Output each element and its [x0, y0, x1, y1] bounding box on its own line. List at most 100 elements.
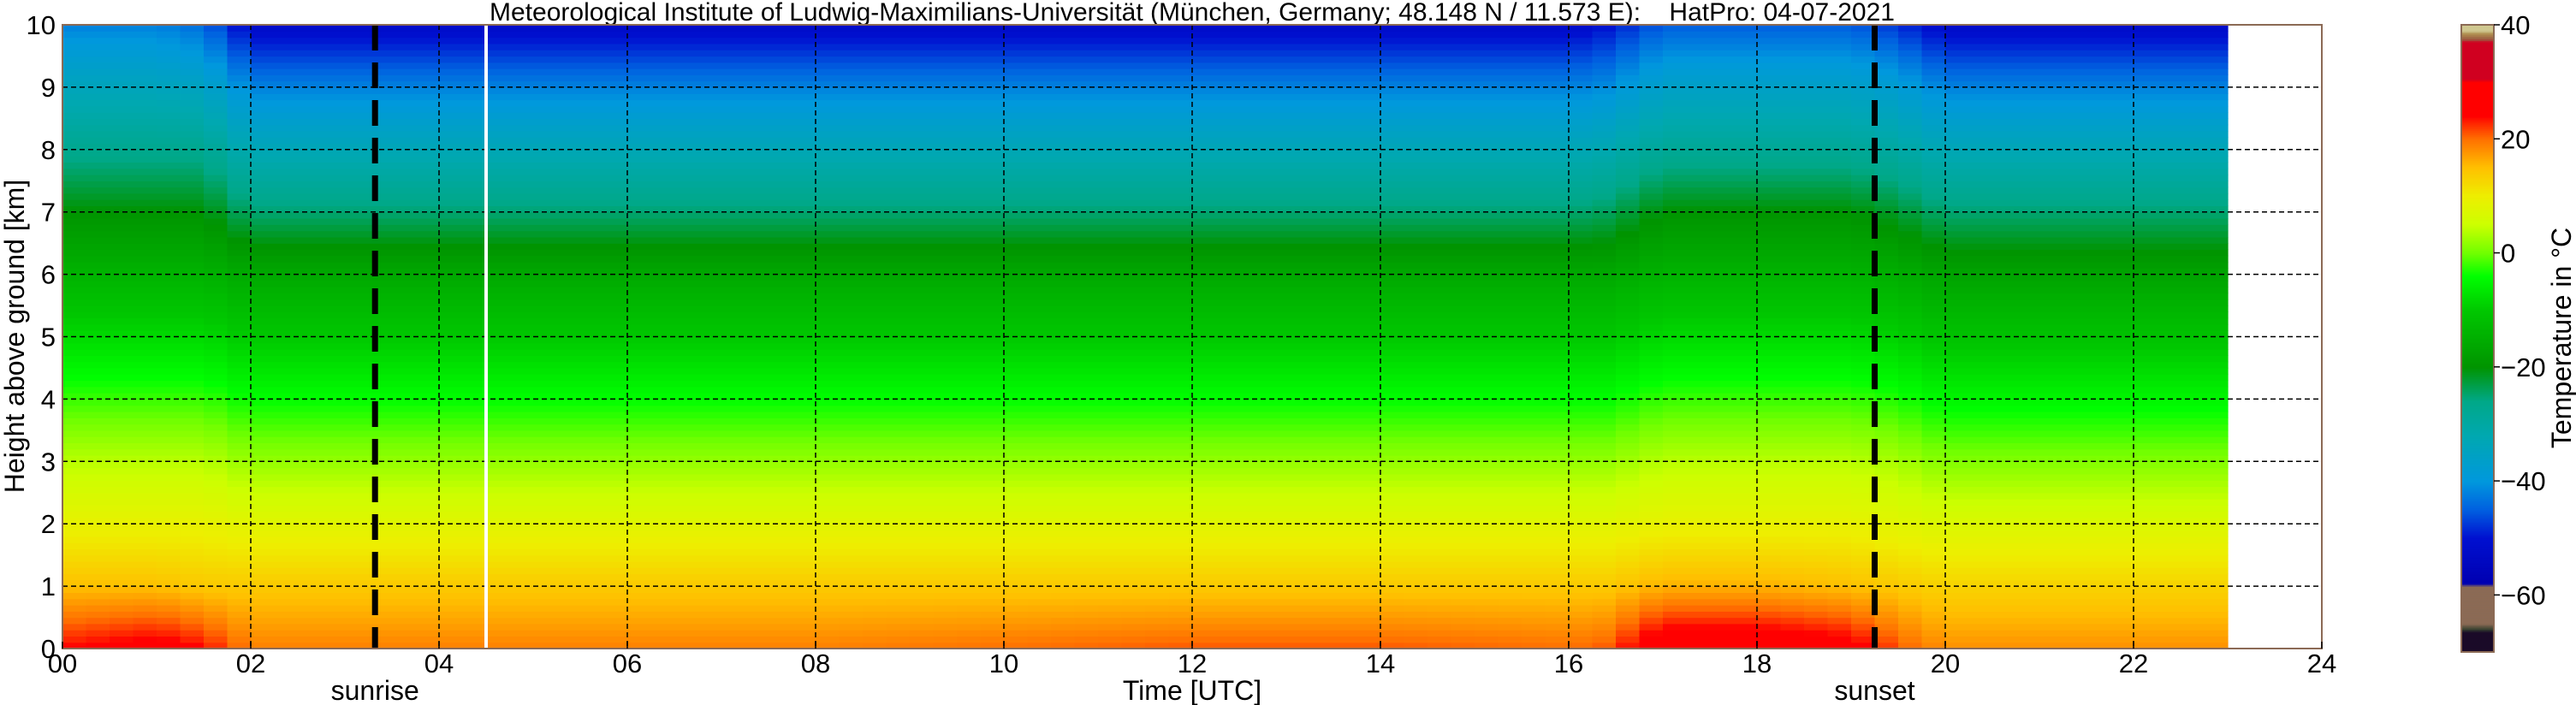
heatmap-cell	[1027, 467, 1052, 475]
heatmap-cell	[274, 280, 299, 287]
heatmap-cell	[1121, 299, 1146, 306]
heatmap-cell	[1074, 118, 1099, 126]
heatmap-cell	[368, 480, 393, 488]
heatmap-cell	[227, 424, 252, 431]
heatmap-cell	[110, 492, 134, 500]
heatmap-cell	[1027, 486, 1052, 494]
heatmap-cell	[650, 68, 675, 75]
heatmap-cell	[1168, 405, 1193, 412]
heatmap-cell	[627, 611, 652, 619]
heatmap-cell	[1074, 205, 1099, 213]
heatmap-cell	[62, 361, 87, 369]
heatmap-cell	[86, 249, 110, 257]
heatmap-cell	[533, 361, 558, 369]
heatmap-cell	[368, 342, 393, 350]
heatmap-cell	[957, 579, 982, 587]
heatmap-cell	[415, 149, 440, 157]
heatmap-cell	[697, 586, 722, 593]
heatmap-cell	[721, 130, 746, 138]
heatmap-cell	[509, 293, 534, 300]
heatmap-cell	[627, 536, 652, 543]
heatmap-cell	[1098, 124, 1123, 132]
heatmap-cell	[627, 630, 652, 637]
heatmap-cell	[62, 280, 87, 287]
heatmap-cell	[1192, 611, 1217, 619]
heatmap-cell	[110, 43, 134, 50]
heatmap-cell	[1027, 605, 1052, 612]
heatmap-cell	[556, 50, 581, 57]
heatmap-cell	[1145, 37, 1170, 44]
heatmap-cell	[1192, 442, 1217, 450]
heatmap-cell	[509, 355, 534, 363]
heatmap-cell	[1074, 181, 1099, 188]
heatmap-cell	[274, 112, 299, 119]
heatmap-cell	[251, 511, 276, 518]
heatmap-cell	[533, 181, 558, 188]
heatmap-cell	[980, 630, 1005, 637]
heatmap-cell	[674, 43, 699, 50]
heatmap-cell	[910, 567, 935, 575]
heatmap-cell	[86, 554, 110, 562]
heatmap-cell	[721, 424, 746, 431]
heatmap-cell	[1215, 43, 1240, 50]
heatmap-cell	[910, 642, 935, 649]
heatmap-cell	[1168, 317, 1193, 325]
heatmap-cell	[462, 43, 487, 50]
heatmap-cell	[745, 505, 769, 512]
heatmap-cell	[697, 617, 722, 625]
heatmap-cell	[133, 505, 157, 512]
heatmap-cell	[650, 175, 675, 181]
heatmap-cell	[721, 211, 746, 219]
heatmap-cell	[321, 168, 346, 175]
heatmap-cell	[368, 230, 393, 238]
heatmap-cell	[392, 156, 417, 163]
heatmap-cell	[321, 330, 346, 338]
heatmap-cell	[1215, 274, 1240, 281]
heatmap-cell	[251, 62, 276, 69]
heatmap-cell	[957, 43, 982, 50]
heatmap-cell	[556, 305, 581, 312]
heatmap-cell	[1145, 436, 1170, 443]
heatmap-cell	[1215, 311, 1240, 319]
heatmap-cell	[1192, 355, 1217, 363]
heatmap-cell	[110, 393, 134, 400]
heatmap-cell	[1027, 536, 1052, 543]
heatmap-cell	[697, 486, 722, 494]
heatmap-cell	[110, 586, 134, 593]
heatmap-cell	[674, 93, 699, 101]
heatmap-cell	[792, 349, 816, 356]
heatmap-cell	[816, 412, 840, 418]
heatmap-cell	[86, 573, 110, 581]
heatmap-cell	[1027, 442, 1052, 450]
heatmap-cell	[697, 299, 722, 306]
heatmap-cell	[415, 211, 440, 219]
heatmap-cell	[274, 211, 299, 219]
heatmap-cell	[980, 25, 1005, 32]
heatmap-cell	[745, 224, 769, 232]
heatmap-cell	[368, 193, 393, 200]
heatmap-cell	[227, 236, 252, 244]
heatmap-cell	[721, 542, 746, 549]
heatmap-cell	[980, 130, 1005, 138]
heatmap-cell	[1074, 112, 1099, 119]
heatmap-cell	[251, 448, 276, 456]
heatmap-cell	[392, 642, 417, 649]
heatmap-cell	[933, 492, 958, 500]
heatmap-cell	[298, 623, 323, 631]
heatmap-cell	[86, 642, 110, 649]
heatmap-cell	[1098, 80, 1123, 88]
heatmap-cell	[133, 524, 157, 531]
heatmap-cell	[1051, 262, 1076, 269]
heatmap-cell	[62, 611, 87, 619]
heatmap-cell	[721, 617, 746, 625]
heatmap-cell	[910, 187, 935, 194]
heatmap-cell	[486, 323, 511, 331]
heatmap-cell	[509, 199, 534, 206]
heatmap-cell	[1004, 412, 1029, 418]
heatmap-cell	[1074, 274, 1099, 281]
heatmap-cell	[839, 461, 864, 469]
heatmap-cell	[345, 62, 370, 69]
heatmap-cell	[863, 118, 887, 126]
heatmap-cell	[1004, 586, 1029, 593]
heatmap-cell	[556, 162, 581, 169]
